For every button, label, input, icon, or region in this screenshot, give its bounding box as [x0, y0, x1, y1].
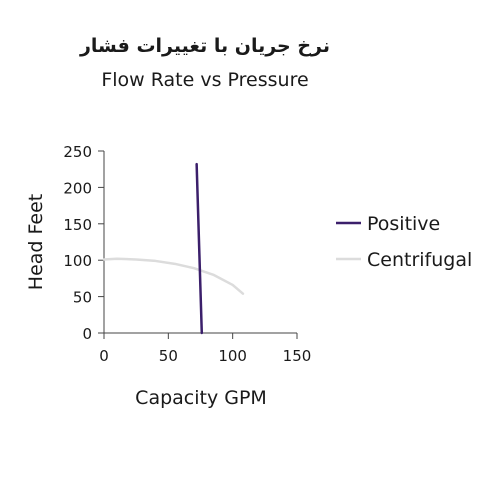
series-layer [102, 162, 245, 335]
chart-title: نرخ جریان با تغییرات فشار [79, 35, 330, 57]
x-tick-label: 100 [218, 347, 247, 365]
series-line-positive [195, 162, 204, 335]
y-tick-label: 100 [63, 252, 92, 270]
plot-area: 0 50 100 150 200 250 0 50 100 150 [63, 143, 311, 365]
legend-label-centrifugal: Centrifugal [367, 249, 472, 271]
legend-label-positive: Positive [367, 213, 440, 235]
legend: Positive Centrifugal [336, 213, 472, 271]
y-tick-label: 50 [73, 289, 92, 307]
y-tick-label: 200 [63, 179, 92, 197]
x-tick-label: 150 [283, 347, 312, 365]
y-tick-label: 150 [63, 216, 92, 234]
y-tick-label: 250 [63, 143, 92, 161]
chart-subtitle: Flow Rate vs Pressure [101, 69, 308, 91]
x-axis-label: Capacity GPM [135, 387, 267, 409]
x-tick-label: 50 [159, 347, 178, 365]
x-tick-label: 0 [99, 347, 109, 365]
series-line-centrifugal [102, 257, 245, 295]
y-axis-label: Head Feet [25, 194, 47, 290]
y-ticks: 0 50 100 150 200 250 [63, 143, 104, 343]
y-tick-label: 0 [82, 325, 92, 343]
x-ticks: 0 50 100 150 [99, 333, 311, 365]
